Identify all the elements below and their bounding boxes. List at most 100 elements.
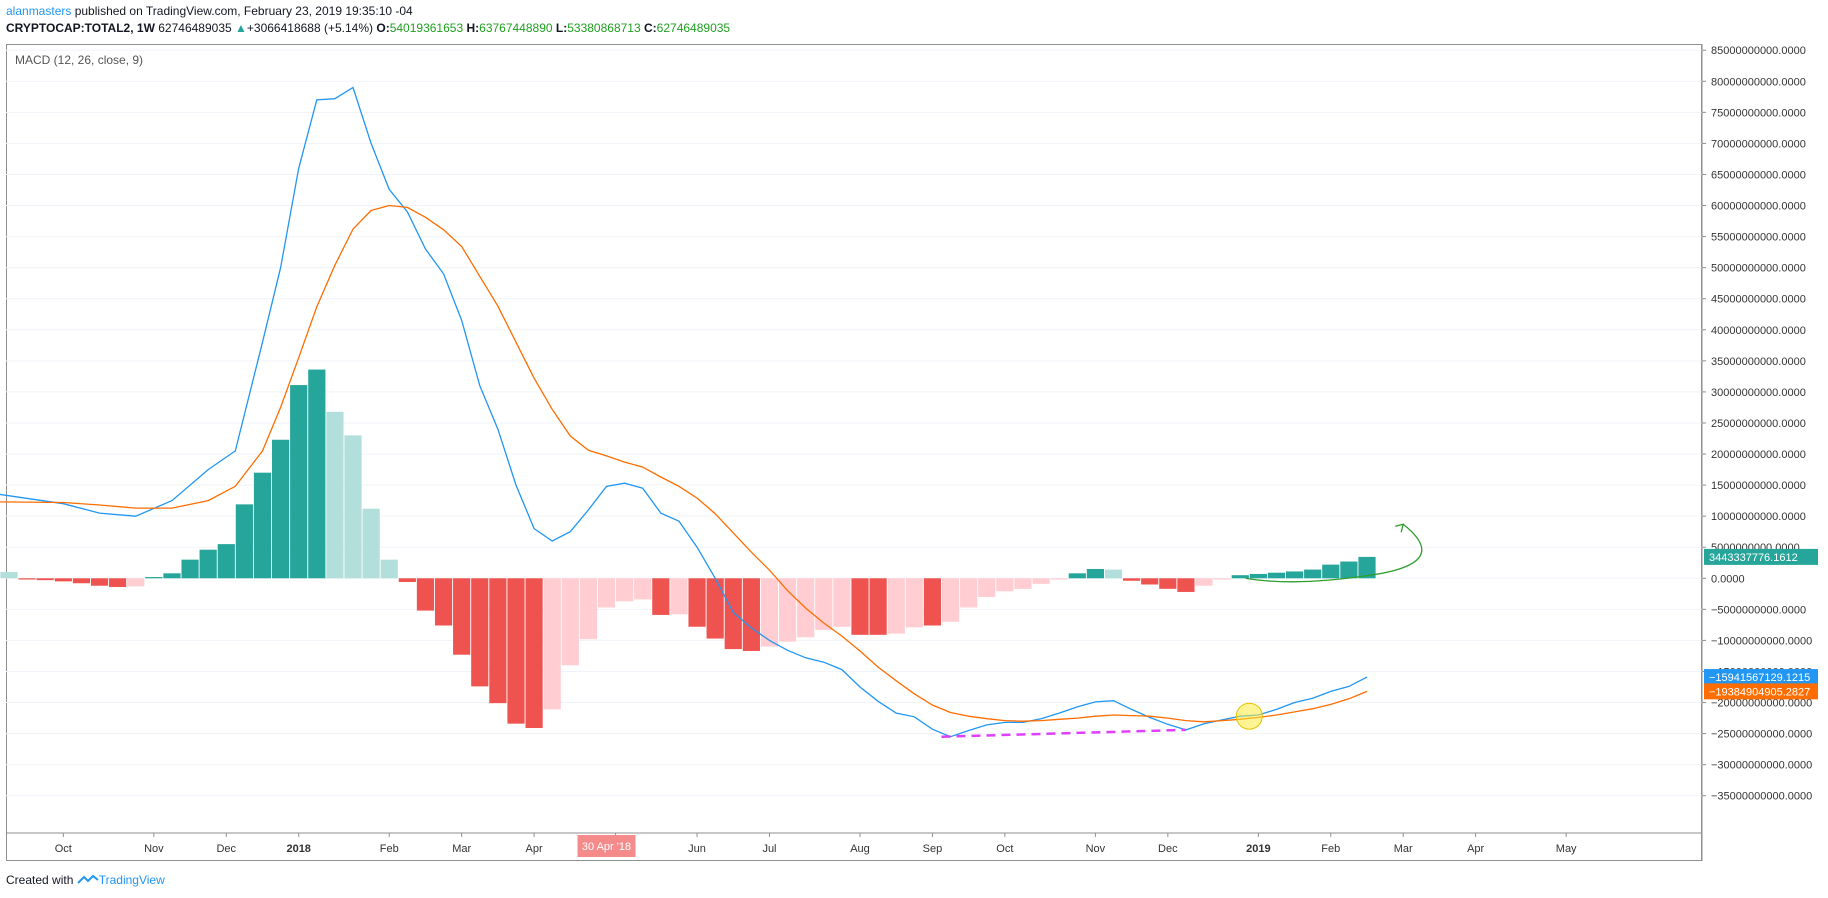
histogram-bar [109,578,127,587]
macd-value-label-box [1704,669,1818,686]
histogram-value-label-box [1704,548,1818,565]
histogram-bar [344,435,362,579]
histogram-bar [127,578,145,587]
histogram-bar [579,578,598,640]
histogram-bar [833,578,851,627]
histogram-bar [652,578,670,615]
histogram-bar [362,508,380,579]
y-tick-label: 55000000000.0000 [1711,232,1806,244]
signal-value-label: −19384904905.2827 [1709,686,1810,698]
histogram-bar [978,578,996,597]
date-marker-box [577,835,636,857]
macd-line [0,86,1368,738]
histogram-bar [923,578,942,626]
x-tick-label: Jun [688,843,706,855]
x-tick-label: Apr [526,843,543,855]
author-link[interactable]: alanmasters [6,4,72,18]
histogram-bar [489,578,507,704]
y-tick-label: −35000000000.0000 [1711,791,1812,803]
y-tick-label: −5000000000.0000 [1711,604,1806,616]
header-line-2: CRYPTOCAP:TOTAL2, 1W 62746489035 ▲+30664… [6,21,730,35]
x-tick-label: Dec [216,843,236,855]
x-tick-label: Mar [1394,843,1413,855]
histogram-bar [616,578,634,602]
histogram-bar [634,578,652,600]
y-tick-label: 35000000000.0000 [1711,356,1806,368]
low-label: L: [555,21,568,35]
y-tick-label: 20000000000.0000 [1711,449,1806,461]
histogram-bar [561,578,579,666]
x-tick-label: Oct [55,843,72,855]
x-tick-label: Sep [923,843,943,855]
y-tick-label: 30000000000.0000 [1711,387,1806,399]
footer: Created with TradingView [6,873,165,887]
histogram-bar [181,559,199,579]
histogram-bar [398,578,416,583]
histogram-bar [525,578,543,729]
histogram-bar [253,472,272,579]
y-tick-label: 10000000000.0000 [1711,511,1806,523]
histogram-bar [326,411,344,579]
histogram-bar [235,504,253,579]
high-label: H: [466,21,480,35]
histogram-bar [217,544,235,579]
histogram-bar [887,578,905,634]
symbol-label: CRYPTOCAP:TOTAL2, 1W [6,21,155,35]
x-tick-label: Dec [1158,843,1178,855]
histogram-bar [308,369,326,579]
y-tick-label: 75000000000.0000 [1711,107,1806,119]
y-tick-label: −30000000000.0000 [1711,760,1812,772]
created-with-text: Created with [6,873,74,887]
histogram-bar [1068,573,1086,579]
change-arrow-icon: ▲ [235,21,247,35]
x-tick-label: Feb [380,843,399,855]
x-tick-label: Jul [762,843,776,855]
green-arrow-head [1395,523,1405,533]
signal-line [0,204,1368,723]
x-tick-label: 2019 [1246,843,1270,855]
histogram-bar [742,578,760,651]
close-value: 62746489035 [656,21,731,35]
y-tick-label: 80000000000.0000 [1711,76,1806,88]
histogram-bar [597,578,616,608]
histogram-bar [1104,569,1123,579]
y-tick-label: 60000000000.0000 [1711,201,1806,213]
x-tick-label: 2018 [286,843,310,855]
histogram-bar [1304,569,1322,579]
tradingview-link[interactable]: TradingView [98,873,165,887]
histogram-bar [996,578,1014,592]
histogram-bar [453,578,471,655]
histogram-bar [72,578,91,584]
open-value: 54019361653 [389,21,464,35]
histogram-bar [1267,572,1286,579]
close-label: C: [644,21,657,35]
histogram-bar [1086,568,1105,579]
histogram-bar [1340,561,1358,579]
indicator-title: MACD (12, 26, close, 9) [15,53,143,67]
y-tick-label: 70000000000.0000 [1711,138,1806,150]
histogram-bar [960,578,978,608]
y-tick-label: 25000000000.0000 [1711,418,1806,430]
y-tick-label: 45000000000.0000 [1711,294,1806,306]
histogram-bar [1032,578,1050,584]
y-tick-label: 40000000000.0000 [1711,325,1806,337]
histogram-bar [851,578,869,635]
histogram-bar [1014,578,1032,589]
x-tick-label: Mar [452,843,471,855]
highlight-circle [1235,702,1263,730]
histogram-bar [18,578,36,580]
histogram-bar [905,578,923,628]
open-label: O: [376,21,390,35]
y-tick-label: −25000000000.0000 [1711,729,1812,741]
histogram-bar [688,578,706,627]
y-tick-label: 0.0000 [1711,573,1745,585]
change-value: +3066418688 (+5.14%) [246,21,374,35]
histogram-bar [1195,578,1213,586]
y-tick-label: −10000000000.0000 [1711,635,1812,647]
histogram-bar [1177,578,1195,592]
histogram-bar [416,578,435,611]
histogram-bar [1050,578,1068,580]
histogram-bar [1249,573,1267,579]
histogram-bar [1322,564,1340,579]
